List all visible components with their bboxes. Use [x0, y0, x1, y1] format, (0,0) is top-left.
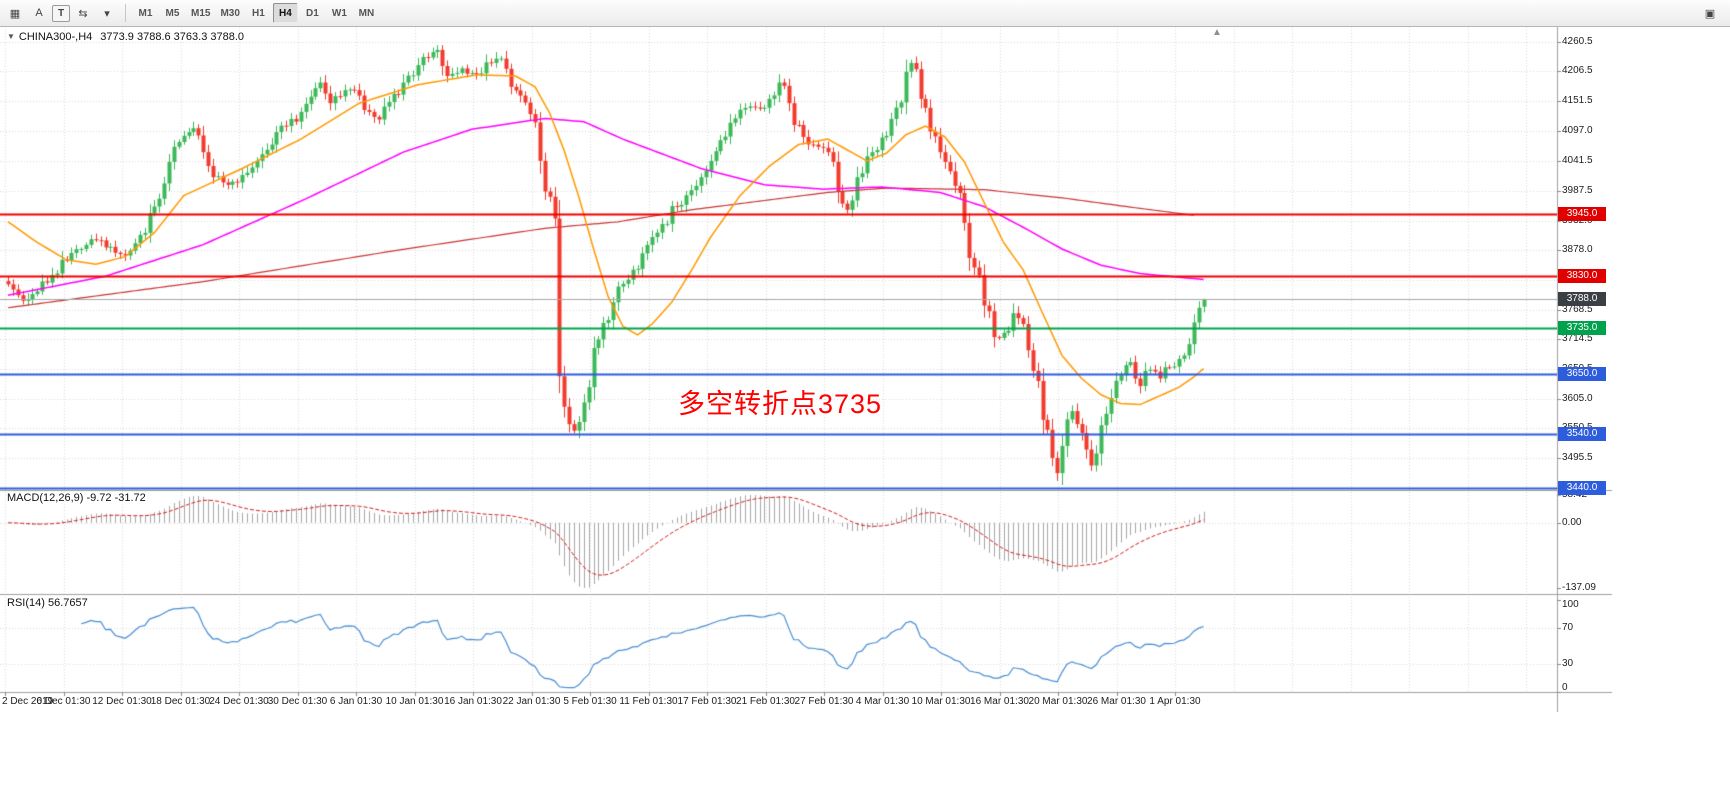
time-axis-label: 22 Jan 01:30	[502, 696, 561, 707]
time-axis-label: 5 Feb 01:30	[563, 696, 617, 707]
time-axis-label: 2 Dec 2019	[2, 696, 54, 707]
toolbar-separator	[125, 4, 126, 22]
top-toolbar: ▦ A T ⇆ ▾ M1 M5 M15 M30 H1 H4 D1 W1 MN ▣	[0, 0, 1730, 27]
charts-grid-icon[interactable]: ▦	[9, 7, 21, 20]
price-axis-tick: 3495.5	[1562, 452, 1593, 464]
rsi-indicator-label: RSI(14) 56.7657	[7, 597, 88, 609]
time-axis-label: 16 Mar 01:30	[970, 696, 1029, 707]
time-axis-label: 18 Dec 01:30	[150, 696, 211, 707]
time-axis-label: 10 Mar 01:30	[911, 696, 971, 707]
time-axis-label: 24 Dec 01:30	[209, 696, 269, 707]
time-axis-label: 10 Jan 01:30	[385, 696, 444, 707]
timeframe-button-mn[interactable]: MN	[358, 7, 375, 19]
price-level-badge-3735.0: 3735.0	[1558, 320, 1606, 335]
price-level-badge-3945.0: 3945.0	[1558, 206, 1606, 221]
price-axis-tick: 4041.5	[1562, 155, 1593, 167]
macd-axis-tick: -137.09	[1562, 582, 1596, 593]
price-axis-tick: 3878.0	[1562, 244, 1593, 256]
timeframe-button-h4[interactable]: H4	[272, 3, 298, 23]
toolbar-icon-group: ▦ A T ⇆ ▾	[3, 3, 119, 23]
price-axis-tick: 3605.0	[1562, 392, 1593, 404]
rsi-axis-tick: 70	[1562, 621, 1574, 633]
rsi-axis-tick: 100	[1562, 599, 1579, 610]
toolbar-right-group: ▣	[1698, 3, 1722, 23]
timeframe-button-m1[interactable]: M1	[138, 7, 153, 19]
timeframe-button-d1[interactable]: D1	[306, 7, 319, 19]
chart-title: ▼ CHINA300-,H4 3773.9 3788.6 3763.3 3788.0	[7, 31, 244, 43]
time-axis-label: 17 Feb 01:30	[677, 696, 737, 707]
price-level-badge-3788.0: 3788.0	[1558, 292, 1606, 307]
timeframe-button-m15[interactable]: M15	[191, 7, 211, 19]
time-axis-label: 4 Mar 01:30	[855, 696, 910, 707]
dropdown-arrow-icon[interactable]: ▾	[104, 7, 110, 20]
timeframe-button-m30[interactable]: M30	[220, 7, 240, 19]
time-axis-label: 6 Jan 01:30	[329, 696, 383, 707]
timeframe-button-w1[interactable]: W1	[331, 7, 347, 19]
time-axis-label: 20 Mar 01:30	[1028, 696, 1088, 707]
macd-axis-tick: 0.00	[1562, 516, 1582, 528]
time-axis-label: 21 Feb 01:30	[736, 696, 795, 707]
auto-scroll-icon[interactable]: ⇆	[78, 7, 88, 20]
price-level-badge-3440.0: 3440.0	[1558, 481, 1606, 496]
price-axis-tick: 4097.0	[1562, 124, 1593, 136]
time-axis-label: 12 Dec 01:30	[92, 696, 152, 707]
text-tool-icon[interactable]: T	[52, 4, 70, 22]
rsi-axis-tick: 0	[1562, 682, 1568, 693]
timeframe-button-m5[interactable]: M5	[165, 7, 180, 19]
time-axis-label: 6 Dec 01:30	[36, 696, 91, 707]
chart-windows-icon[interactable]: ▣	[1704, 7, 1716, 20]
price-axis-tick: 4206.5	[1562, 65, 1593, 77]
chart-dropdown-icon[interactable]: ▼	[7, 32, 15, 41]
chart-annotation-text: 多空转折点3735	[678, 389, 883, 419]
timeframe-button-group: M1 M5 M15 M30 H1 H4 D1 W1 MN	[132, 3, 380, 23]
price-axis-tick: 3768.5	[1562, 303, 1593, 315]
time-axis-label: 16 Jan 01:30	[444, 696, 502, 707]
time-axis-label: 30 Dec 01:30	[267, 696, 328, 707]
rsi-axis-tick: 30	[1562, 658, 1574, 670]
time-axis-label: 1 Apr 01:30	[1149, 696, 1201, 707]
price-axis-tick: 4151.5	[1562, 95, 1593, 107]
macd-indicator-label: MACD(12,26,9) -9.72 -31.72	[7, 492, 146, 504]
price-level-badge-3650.0: 3650.0	[1558, 367, 1606, 382]
price-level-badge-3540.0: 3540.0	[1558, 426, 1606, 441]
price-axis-tick: 3714.5	[1562, 333, 1593, 345]
ohlc-label: 3773.9 3788.6 3763.3 3788.0	[100, 31, 245, 43]
time-axis-label: 27 Feb 01:30	[794, 696, 854, 707]
time-axis-label: 26 Mar 01:30	[1087, 696, 1146, 707]
price-axis-tick: 3987.5	[1562, 184, 1593, 196]
symbol-period-label: CHINA300-,H4	[18, 31, 93, 43]
chart-shift-marker-icon[interactable]: ▲	[1212, 27, 1222, 38]
price-axis-tick: 4260.5	[1562, 36, 1593, 47]
text-label-icon[interactable]: A	[35, 7, 43, 19]
time-axis-label: 11 Feb 01:30	[619, 696, 678, 707]
timeframe-button-h1[interactable]: H1	[252, 7, 265, 19]
price-level-badge-3830.0: 3830.0	[1558, 269, 1606, 284]
